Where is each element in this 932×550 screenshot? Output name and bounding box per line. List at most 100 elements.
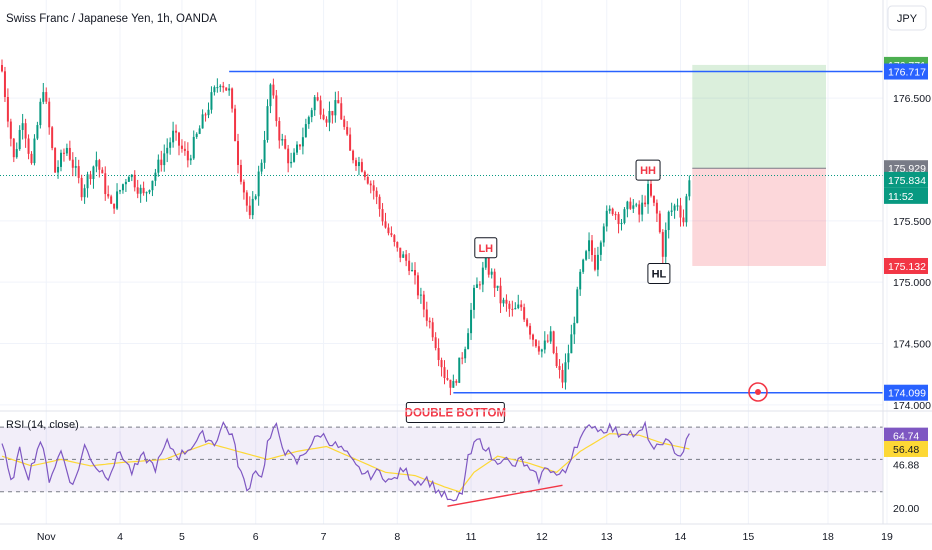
candle [481,261,484,293]
candle [473,284,475,319]
time-tick-label: 13 [601,531,613,543]
price-axis[interactable]: 176.500175.500175.000174.500174.00058.69… [882,0,931,524]
rsi-tick-label: 20.00 [893,503,919,515]
candle [204,112,207,122]
candle [80,174,83,201]
candle [248,196,251,219]
candle [493,268,496,297]
annotation-label: LH [478,243,493,255]
candle [357,156,360,176]
candle [201,109,204,129]
candle [225,87,228,92]
annotation-label: HL [652,269,667,281]
candle [405,249,408,267]
candle [18,125,21,151]
candle [107,185,110,199]
candle [313,95,316,116]
candle [189,154,192,165]
candle [352,149,355,164]
candle [142,181,145,196]
candle [15,142,18,159]
candle [390,226,393,238]
candle [319,95,322,120]
candle [387,223,390,236]
candle [121,183,124,194]
candle [549,326,552,344]
target-zone [692,64,826,169]
candle [608,205,611,214]
annotation-hh[interactable]: HH [635,159,661,181]
target-icon[interactable] [748,382,768,402]
candle [626,200,629,218]
candle [458,357,461,384]
annotations[interactable]: HH LH HL DOUBLE BOTTOM [405,159,671,423]
price-label: 11:52 [884,187,928,204]
candle [95,151,98,173]
candle [304,118,307,138]
candle [667,210,670,239]
candle [676,198,679,211]
candle [42,82,45,105]
time-axis[interactable]: Nov 4 5 6 7 8 11 12 13 14 15 18 19 [0,523,932,543]
price-label: 176.717 [884,63,928,80]
candle [124,178,127,192]
currency-button[interactable]: JPY [887,5,927,31]
candle [110,194,113,205]
candle [543,331,546,354]
candle [216,78,219,93]
annotation-lh[interactable]: LH [474,237,498,259]
candle [127,175,130,182]
candle [281,133,284,146]
candle [210,86,213,114]
candle [567,344,570,370]
time-tick-label: 19 [881,531,893,543]
candle [254,194,257,201]
candle [511,300,514,317]
candle [298,144,301,150]
candle [520,300,523,311]
candle [455,379,458,386]
candle [505,294,508,312]
annotation-hl[interactable]: HL [647,263,671,285]
rsi-value-label: 64.74 [884,427,928,444]
candle [245,190,248,212]
time-tick-label: 4 [117,531,123,543]
rsi-pane[interactable]: RSI (14, close) [0,419,883,507]
candle [682,209,685,227]
candle [178,131,180,156]
svg-text:176.717: 176.717 [888,67,926,79]
annotation-label: DOUBLE BOTTOM [405,407,506,419]
candle [237,133,239,174]
candle [673,203,676,219]
candle [180,139,183,153]
candle [116,183,119,211]
candle [231,87,234,113]
candle [101,167,104,174]
candle [148,189,151,195]
candle [679,197,682,227]
candle [77,159,80,184]
candle [496,285,499,292]
candle [632,199,635,213]
candle [355,157,357,171]
candle [307,115,310,129]
candle [331,110,334,124]
svg-text:56.48: 56.48 [893,444,919,456]
candle [658,210,661,234]
price-tick-label: 174.000 [893,400,931,412]
candle [195,132,198,139]
candle [614,211,617,220]
divergence-line[interactable] [447,484,563,507]
candle [27,134,30,160]
price-pane[interactable]: HH LH HL DOUBLE BOTTOM Swiss Franc / Japane… [0,0,888,524]
candle [585,249,588,261]
svg-text:11:52: 11:52 [888,191,914,203]
candle [517,294,520,310]
candle [422,290,425,318]
annotation-double-bottom[interactable]: DOUBLE BOTTOM [405,401,506,423]
candle [151,180,154,197]
candle [561,363,564,389]
candle [641,194,644,222]
candle [133,170,136,192]
